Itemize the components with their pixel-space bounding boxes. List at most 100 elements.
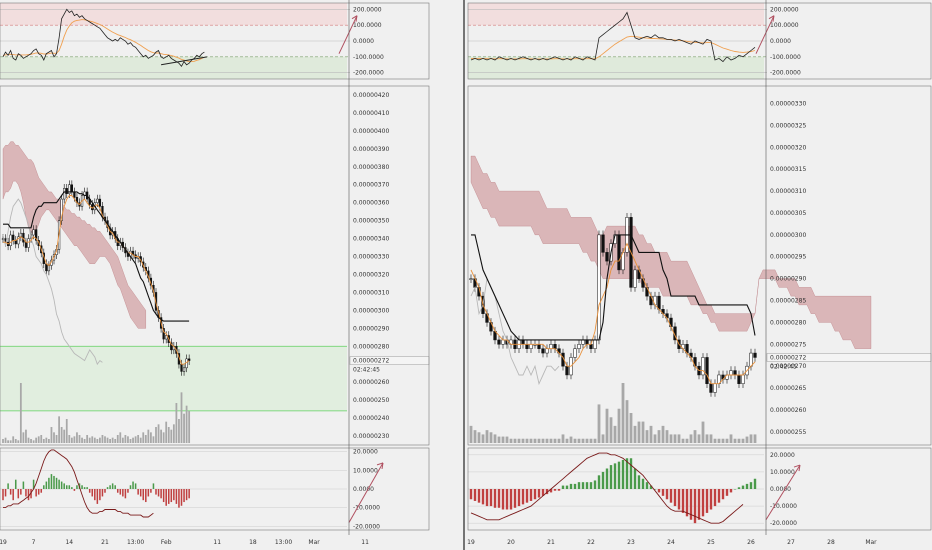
macd-histogram-bar [2, 489, 4, 501]
volume-bar [705, 434, 709, 443]
candle [14, 240, 17, 245]
volume-bar [137, 435, 140, 443]
price-tick-label: 0.00000250 [353, 397, 389, 404]
price-tick-label: 0.00000320 [353, 271, 389, 278]
volume-bar [585, 438, 589, 443]
cci-tick-label: -200.0000 [353, 70, 384, 77]
macd-histogram-bar [9, 489, 12, 495]
date-tick-label: 11 [213, 539, 221, 546]
candle [545, 348, 549, 354]
cci-tick-label: -100.0000 [770, 54, 801, 61]
macd-histogram-bar [185, 489, 188, 501]
volume-bar [40, 435, 43, 443]
price-tick-label: 0.00000320 [770, 144, 806, 151]
price-tick-label: 0.00000300 [770, 232, 806, 239]
macd-histogram-bar [119, 489, 122, 495]
volume-bar [541, 438, 545, 443]
volume-bar [152, 436, 155, 443]
candle [537, 344, 541, 349]
price-tick-label: 0.00000400 [353, 128, 389, 135]
candle [70, 184, 73, 193]
price-tick-label: 0.00000360 [353, 200, 389, 207]
macd-histogram-bar [553, 489, 557, 491]
volume-bar [81, 437, 83, 443]
macd-histogram-bar [633, 468, 637, 489]
volume-bar [693, 430, 697, 443]
candle [60, 198, 63, 221]
date-tick-label: 13:00 [275, 539, 292, 546]
macd-histogram-bar [60, 481, 63, 489]
volume-bar [99, 437, 101, 443]
macd-histogram-bar [134, 483, 137, 489]
candle [501, 339, 505, 345]
macd-histogram-bar [729, 489, 733, 493]
macd-histogram-bar [717, 489, 721, 503]
volume-bar [183, 413, 185, 443]
macd-histogram-bar [160, 489, 162, 499]
volume-bar [50, 427, 53, 443]
cci-arrow-head [351, 15, 358, 22]
price-tick-label: 0.00000260 [353, 379, 389, 386]
candle [65, 188, 68, 194]
cci-tick-label: 200.0000 [353, 6, 382, 13]
kijun-line [471, 234, 756, 341]
macd-histogram-bar [40, 489, 43, 493]
price-tick-label: 0.00000330 [353, 254, 389, 261]
macd-histogram-bar [517, 489, 521, 507]
date-tick-label: 14 [65, 539, 73, 546]
macd-histogram-bar [477, 489, 481, 503]
volume-bar [45, 437, 48, 443]
price-tick-label: 0.00000390 [353, 146, 389, 153]
macd-tick-label: -10.0000 [770, 503, 797, 510]
macd-histogram-bar [513, 489, 517, 508]
date-tick-label: 7 [32, 539, 36, 546]
macd-histogram-bar [597, 475, 601, 489]
macd-histogram-bar [32, 479, 35, 489]
right-panel: 200.0000100.00000.0000-100.0000-200.0000… [467, 0, 932, 546]
macd-histogram-bar [649, 485, 653, 489]
cci-oversold-zone [468, 56, 764, 79]
cci-tick-label: 100.0000 [353, 22, 382, 29]
macd-histogram-bar [152, 483, 155, 489]
macd-histogram-bar [86, 487, 88, 489]
volume-bar [517, 438, 521, 443]
macd-histogram-bar [173, 489, 175, 501]
candle [47, 265, 51, 272]
candle [17, 236, 20, 245]
date-tick-label: 20 [507, 539, 515, 546]
macd-histogram-bar [641, 478, 645, 489]
macd-histogram-bar [481, 489, 485, 505]
countdown-label: 02:42:45 [770, 363, 797, 370]
macd-histogram-bar [20, 489, 22, 495]
candle [593, 339, 597, 349]
volume-bar [116, 435, 119, 443]
volume-bar [609, 417, 613, 443]
macd-histogram-bar [617, 461, 621, 489]
tenkan-line [470, 242, 756, 385]
volume-bar [42, 439, 45, 443]
macd-histogram-bar [653, 489, 657, 490]
volume-bar [12, 436, 15, 443]
macd-histogram-bar [525, 489, 529, 503]
volume-bar [139, 437, 142, 443]
volume-bar [481, 434, 485, 443]
macd-histogram-bar [50, 474, 53, 489]
volume-bar [597, 404, 601, 443]
macd-signal-line [470, 452, 744, 524]
macd-histogram-bar [593, 480, 597, 489]
price-tick-label: 0.00000265 [770, 385, 806, 392]
price-tick-label: 0.00000290 [353, 325, 389, 332]
volume-bar [167, 427, 170, 443]
macd-histogram-bar [167, 489, 170, 504]
volume-bar [613, 425, 617, 443]
volume-bar [25, 429, 27, 443]
macd-histogram-bar [94, 489, 96, 501]
volume-bar [165, 421, 168, 443]
macd-histogram-bar [132, 481, 134, 489]
date-tick-label: 11 [361, 539, 369, 546]
volume-bar [509, 438, 513, 443]
macd-histogram-bar [469, 489, 473, 500]
candle [19, 232, 22, 238]
candle [24, 241, 28, 248]
candle [737, 374, 741, 384]
